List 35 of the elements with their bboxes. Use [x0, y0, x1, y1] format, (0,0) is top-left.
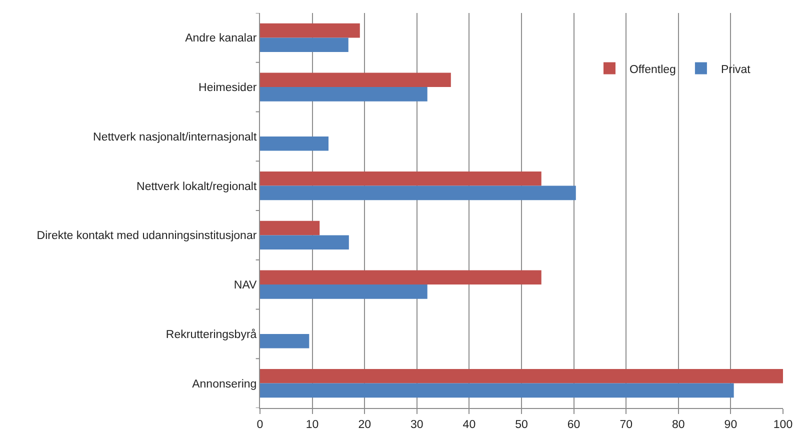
- bar: [260, 220, 320, 236]
- y-tick-label: Andre kanalar: [185, 32, 257, 45]
- bar: [260, 334, 310, 348]
- y-tick-label: Direkte kontakt med udanningsinstitusjonar: [36, 230, 257, 242]
- y-tick-label: Nettverk lokalt/regionalt: [136, 180, 258, 193]
- x-tick-label: 0: [256, 418, 264, 431]
- x-tick-label: 80: [672, 418, 685, 431]
- y-tick-label: NAV: [234, 280, 258, 292]
- x-tick-label: 30: [410, 418, 424, 431]
- x-tick-label: 50: [515, 418, 528, 431]
- x-tick-label: 40: [462, 418, 476, 431]
- bar: [260, 270, 542, 285]
- bar: [260, 284, 428, 299]
- x-tick-label: 70: [620, 418, 632, 431]
- bar: [260, 87, 428, 102]
- bar: [260, 23, 360, 38]
- bar: [260, 171, 542, 186]
- bar: [260, 186, 576, 200]
- legend-label: Offentleg: [629, 64, 676, 76]
- x-tick-label: 90: [724, 418, 738, 431]
- y-tick-label: Annonsering: [192, 378, 257, 390]
- y-tick-label: Nettverk nasjonalt/internasjonalt: [93, 131, 258, 144]
- x-tick-label: 60: [567, 418, 580, 431]
- bar: [260, 136, 329, 151]
- bar: [260, 235, 349, 250]
- bar: [260, 383, 734, 398]
- x-tick-label: 100: [773, 418, 793, 431]
- y-tick-label: Heimesider: [198, 82, 257, 94]
- bar: [260, 72, 451, 88]
- x-tick-label: 10: [306, 418, 319, 431]
- bar: [260, 38, 348, 52]
- bar: [260, 368, 783, 384]
- legend-label: Privat: [720, 64, 752, 76]
- x-tick-label: 20: [358, 418, 371, 431]
- y-tick-label: Rekrutteringsbyrå: [166, 328, 258, 341]
